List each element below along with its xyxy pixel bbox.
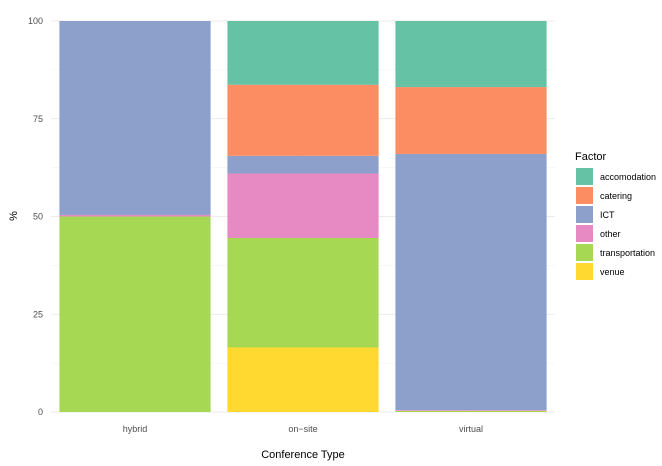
bar-segment-accomodation — [227, 21, 379, 85]
y-axis-ticks: 0 25 50 75 100 — [28, 16, 43, 417]
legend-label: venue — [600, 267, 625, 277]
bar-segment-ict — [59, 21, 211, 215]
bar-segment-other — [59, 214, 211, 217]
x-axis-title: Conference Type — [261, 449, 345, 461]
legend-key-accomodation — [576, 168, 593, 185]
y-axis-title: % — [8, 211, 20, 221]
y-tick-label: 50 — [33, 212, 43, 222]
bar-segment-other — [395, 410, 547, 411]
legend: Factor accomodation catering ICT other trans… — [575, 151, 656, 280]
legend-key-catering — [576, 187, 593, 204]
x-tick-label: on−site — [288, 424, 317, 434]
bar-segment-catering — [395, 87, 547, 154]
bar-segment-ict — [227, 155, 379, 174]
y-tick-label: 25 — [33, 309, 43, 319]
legend-key-other — [576, 225, 593, 242]
legend-key-ict — [576, 206, 593, 223]
legend-key-transportation — [576, 244, 593, 261]
bar-segment-ict — [395, 153, 547, 411]
x-tick-label: hybrid — [123, 424, 148, 434]
bar-segment-venue — [227, 347, 379, 412]
legend-label: ICT — [600, 210, 615, 220]
bar-segment-accomodation — [395, 21, 547, 88]
bars — [59, 21, 547, 412]
legend-label: other — [600, 229, 621, 239]
bar-segment-transportation — [227, 238, 379, 348]
bar-segment-catering — [227, 84, 379, 156]
bar-segment-transportation — [59, 216, 211, 412]
y-tick-label: 100 — [28, 16, 43, 26]
y-tick-label: 75 — [33, 114, 43, 124]
x-tick-label: virtual — [459, 424, 483, 434]
bar-segment-transportation — [395, 410, 547, 412]
bar-segment-other — [227, 173, 379, 239]
legend-label: catering — [600, 191, 632, 201]
legend-label: transportation — [600, 248, 655, 258]
legend-key-venue — [576, 263, 593, 280]
y-tick-label: 0 — [38, 407, 43, 417]
x-axis-ticks: hybrid on−site virtual — [123, 424, 483, 434]
legend-title: Factor — [575, 151, 607, 163]
legend-label: accomodation — [600, 172, 656, 182]
